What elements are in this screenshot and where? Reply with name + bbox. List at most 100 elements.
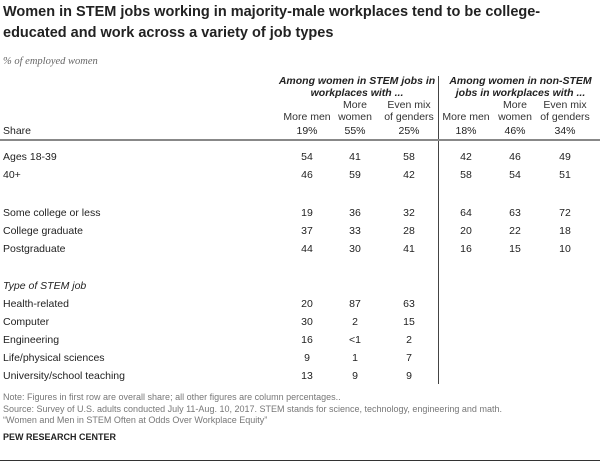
column-header-line: Even mix (543, 99, 587, 111)
table-cell: 9 (352, 370, 358, 382)
table-cell: 54 (509, 169, 521, 181)
table-cell: 49 (559, 151, 571, 163)
table-cell: 7 (406, 352, 412, 364)
table-cell: 55% (344, 125, 366, 137)
section-label: Type of STEM job (3, 280, 87, 292)
table-cell: 30 (301, 316, 313, 328)
table-cell: 15 (403, 316, 415, 328)
table-cell: 72 (559, 207, 571, 219)
table-cell: 37 (301, 225, 313, 237)
table-cell: 30 (349, 243, 361, 255)
table-cell: 44 (301, 243, 313, 255)
table-cell: 16 (460, 243, 472, 255)
column-header-line: More men (442, 111, 490, 123)
table-cell: 33 (349, 225, 361, 237)
table-cell: 36 (349, 207, 361, 219)
table-row: College graduate 37 33 28 20 22 18 (0, 225, 600, 238)
row-label: Postgraduate (3, 243, 66, 255)
table-cell: <1 (349, 334, 361, 346)
group-divider (438, 76, 439, 384)
row-label: College graduate (3, 225, 83, 237)
column-header: More women (487, 99, 543, 123)
group-header-stem: Among women in STEM jobs in workplaces w… (278, 75, 436, 99)
table-cell: 41 (349, 151, 361, 163)
column-header-line: women (498, 111, 532, 123)
credit: PEW RESEARCH CENTER (3, 432, 117, 442)
table-cell: 1 (352, 352, 358, 364)
table-row: Computer 30 2 15 (0, 316, 600, 329)
header-rule (0, 139, 600, 141)
table-cell: 20 (301, 298, 313, 310)
row-label: University/school teaching (3, 370, 125, 382)
row-label: Computer (3, 316, 50, 328)
chart-title: Women in STEM jobs working in majority-m… (3, 4, 541, 41)
row-label: Share (3, 125, 32, 137)
table-cell: 18% (455, 125, 477, 137)
table-row: Health-related 20 87 63 (0, 298, 600, 311)
table-cell: 18 (559, 225, 571, 237)
row-label: Engineering (3, 334, 60, 346)
note-text: Note: Figures in first row are overall s… (3, 392, 341, 402)
row-label: Some college or less (3, 207, 101, 219)
report-title: “Women and Men in STEM Often at Odds Ove… (3, 415, 268, 425)
table-cell: 9 (406, 370, 412, 382)
table-cell: 59 (349, 169, 361, 181)
table-cell: 10 (559, 243, 571, 255)
table-cell: 41 (403, 243, 415, 255)
column-header-line: Even mix (387, 99, 431, 111)
table-cell: 54 (301, 151, 313, 163)
table-row: Some college or less 19 36 32 64 63 72 (0, 207, 600, 220)
footnote: Note: Figures in first row are overall s… (3, 392, 502, 427)
table-cell: 16 (301, 334, 313, 346)
table-cell: 28 (403, 225, 415, 237)
table-cell: 64 (460, 207, 472, 219)
table-cell: 58 (460, 169, 472, 181)
row-label: Ages 18-39 (3, 151, 57, 163)
table-cell: 19% (296, 125, 318, 137)
table-cell: 34% (554, 125, 576, 137)
table-cell: 20 (460, 225, 472, 237)
chart-subtitle: % of employed women (3, 56, 98, 67)
column-header-line: women (338, 111, 372, 123)
row-label: 40+ (3, 169, 21, 181)
share-row: Share 19% 55% 25% 18% 46% 34% (0, 125, 600, 138)
source-text: Source: Survey of U.S. adults conducted … (3, 403, 502, 414)
table-row: University/school teaching 13 9 9 (0, 370, 600, 383)
table-cell: 87 (349, 298, 361, 310)
column-header: More men (279, 111, 335, 123)
column-header-line: More (343, 99, 367, 111)
table-cell: 63 (403, 298, 415, 310)
table-cell: 9 (304, 352, 310, 364)
table-cell: 46 (301, 169, 313, 181)
table-cell: 19 (301, 207, 313, 219)
column-header: Even mix of genders (381, 99, 437, 123)
group-header-nonstem: Among women in non-STEM jobs in workplac… (449, 75, 592, 99)
table-cell: 63 (509, 207, 521, 219)
column-header: More women (327, 99, 383, 123)
column-header-line: More (503, 99, 527, 111)
table-cell: 42 (460, 151, 472, 163)
table-cell: 51 (559, 169, 571, 181)
column-header: More men (438, 111, 494, 123)
table-row: Engineering 16 <1 2 (0, 334, 600, 347)
column-header-line: of genders (384, 111, 434, 123)
column-header-line: of genders (540, 111, 590, 123)
bottom-rule (0, 460, 600, 461)
table-cell: 58 (403, 151, 415, 163)
table-row: 40+ 46 59 42 58 54 51 (0, 169, 600, 182)
table-cell: 32 (403, 207, 415, 219)
table-cell: 46% (504, 125, 526, 137)
table-cell: 15 (509, 243, 521, 255)
table-row: Ages 18-39 54 41 58 42 46 49 (0, 151, 600, 164)
row-label: Health-related (3, 298, 69, 310)
table-cell: 46 (509, 151, 521, 163)
table-cell: 22 (509, 225, 521, 237)
table-cell: 2 (406, 334, 412, 346)
table-cell: 42 (403, 169, 415, 181)
table-row: Life/physical sciences 9 1 7 (0, 352, 600, 365)
column-header-line: More men (283, 111, 331, 123)
table-cell: 13 (301, 370, 313, 382)
table-row: Postgraduate 44 30 41 16 15 10 (0, 243, 600, 256)
row-label: Life/physical sciences (3, 352, 105, 364)
